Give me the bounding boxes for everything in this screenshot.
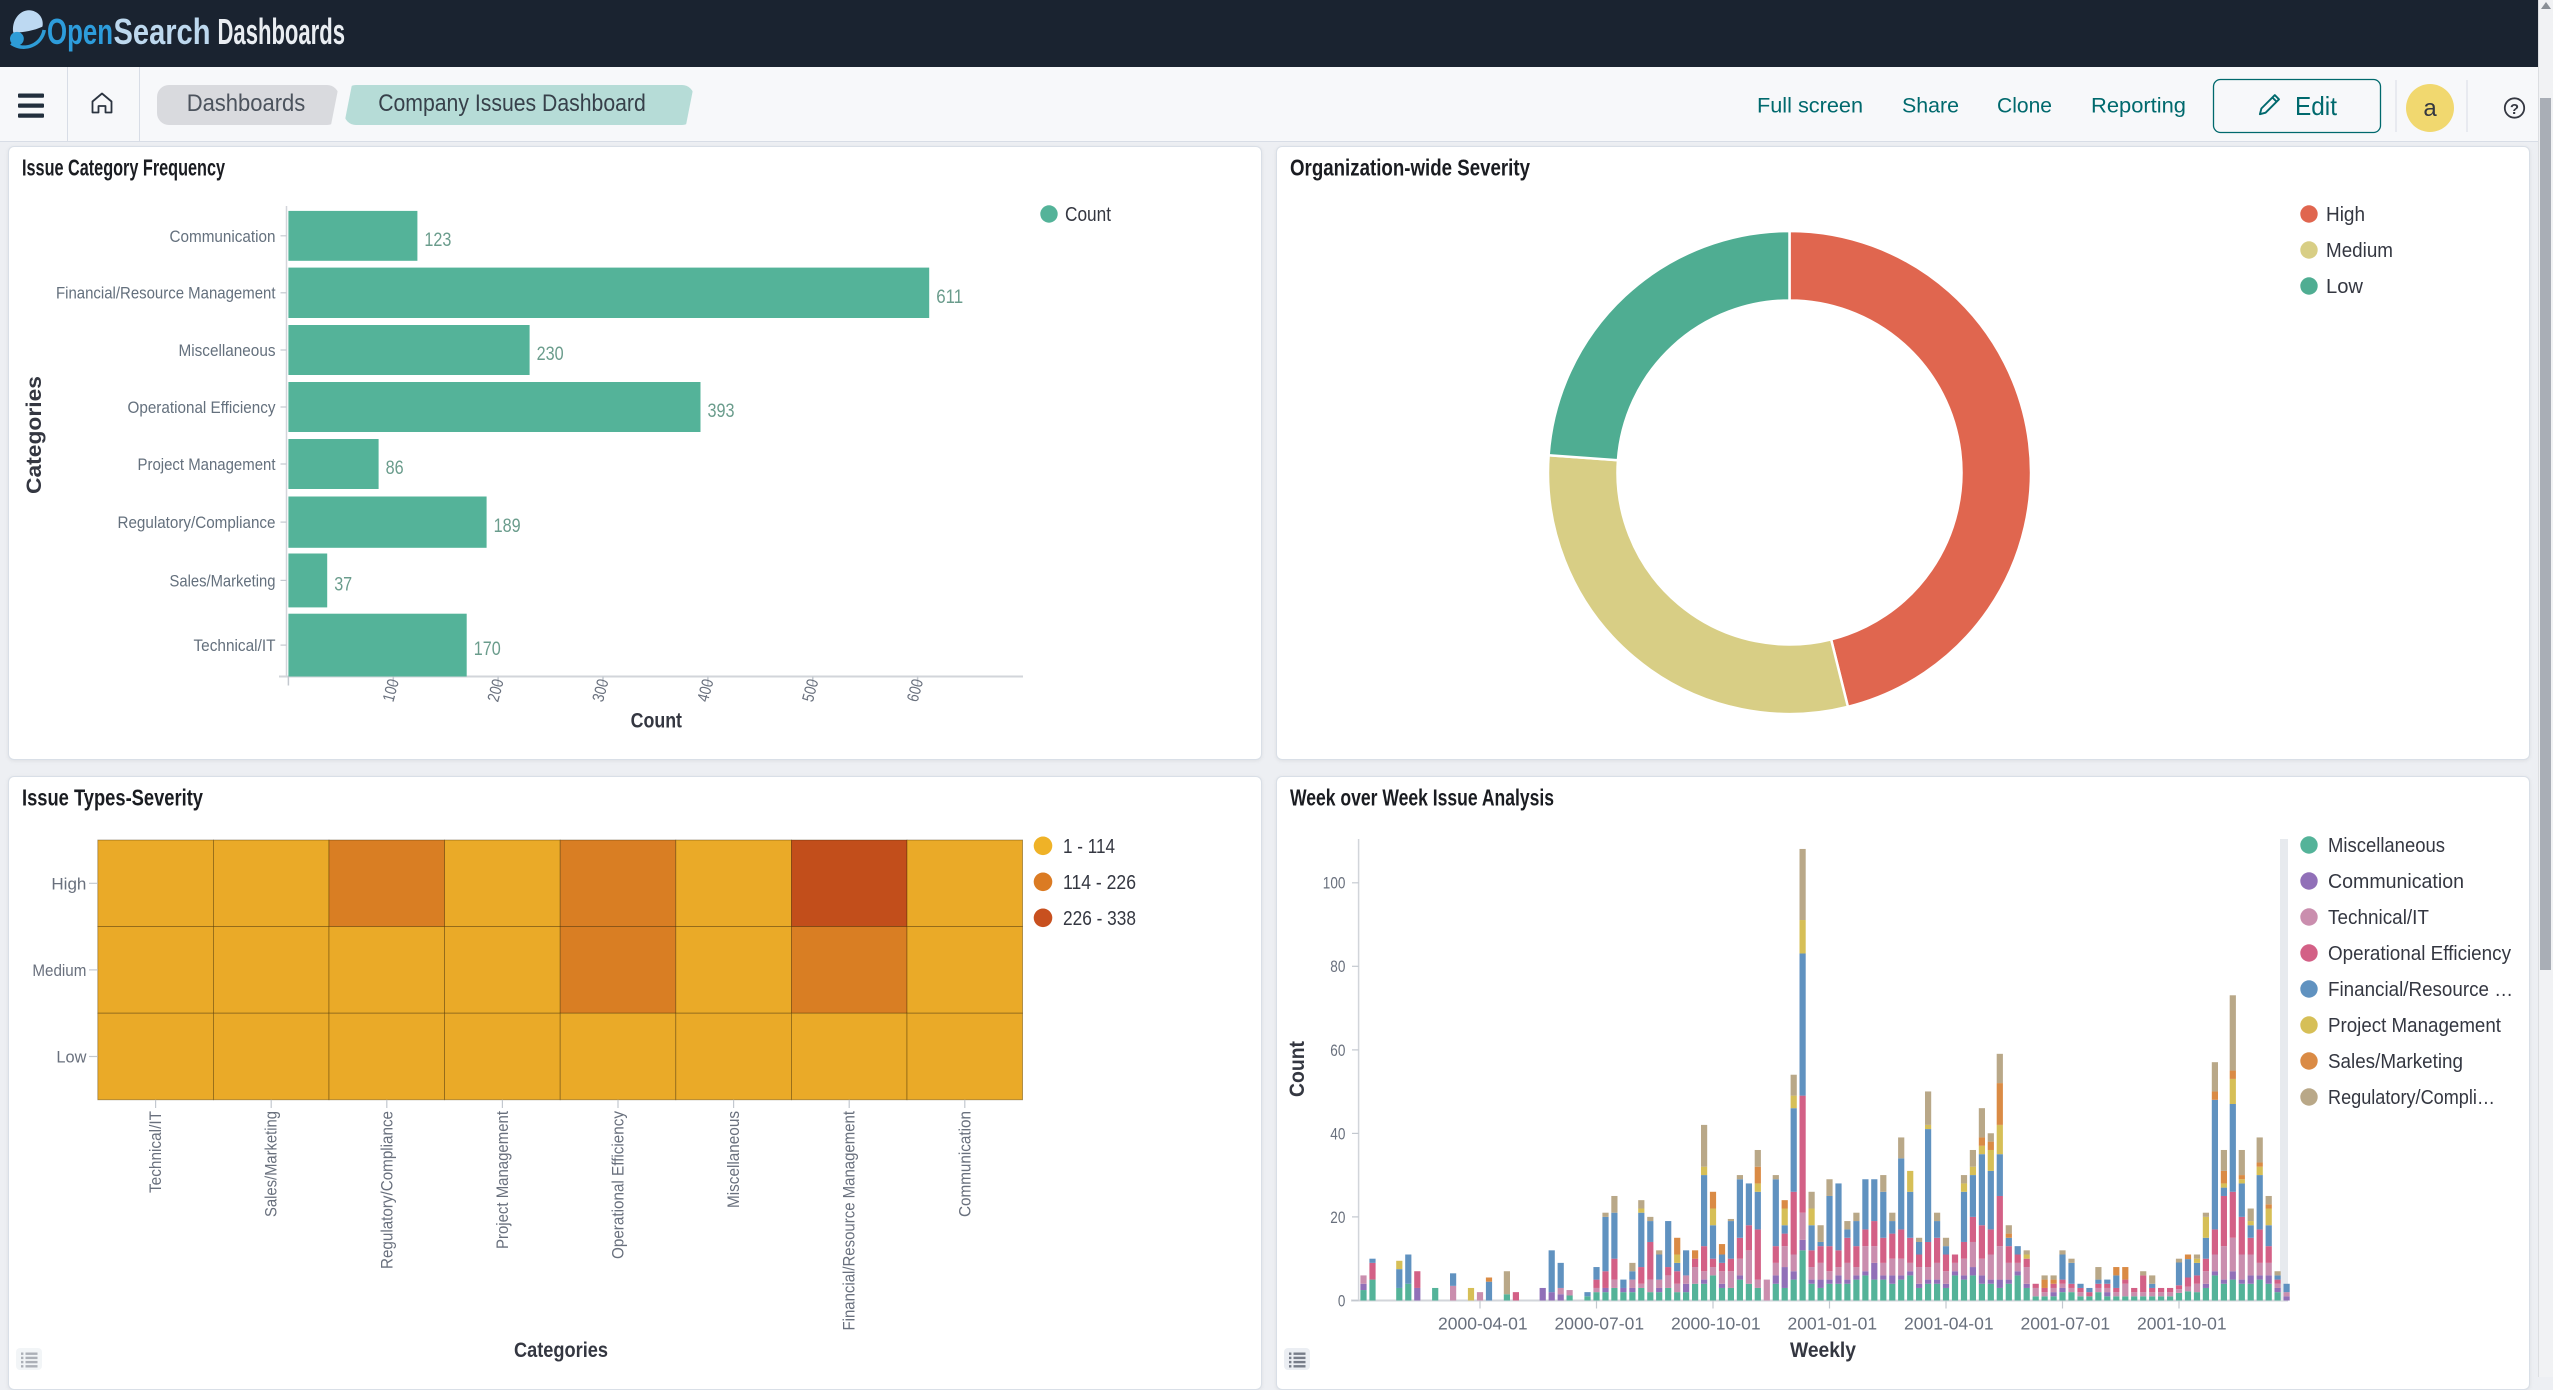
svg-text:Share: Share (1902, 95, 1959, 118)
svg-text:20: 20 (1330, 1209, 1345, 1227)
svg-text:123: 123 (424, 230, 451, 251)
svg-text:Dashboards: Dashboards (187, 90, 306, 117)
svg-text:Issue Types-Severity: Issue Types-Severity (22, 784, 203, 810)
svg-text:Organization-wide Severity: Organization-wide Severity (1290, 154, 1530, 180)
svg-text:Financial/Resource Management: Financial/Resource Management (56, 285, 276, 303)
svg-text:60: 60 (1330, 1042, 1345, 1060)
svg-text:Miscellaneous: Miscellaneous (179, 342, 276, 360)
svg-text:1 - 114: 1 - 114 (1063, 835, 1115, 858)
svg-text:Project Management: Project Management (138, 456, 276, 474)
svg-text:80: 80 (1330, 958, 1345, 976)
svg-text:226 - 338: 226 - 338 (1063, 907, 1136, 930)
svg-text:Week over Week Issue Analysis: Week over Week Issue Analysis (1290, 784, 1554, 810)
svg-text:High: High (51, 874, 86, 893)
svg-text:600: 600 (904, 677, 927, 703)
svg-text:Low: Low (2326, 275, 2363, 298)
svg-text:?: ? (2510, 101, 2519, 118)
svg-text:Technical/IT: Technical/IT (146, 1111, 165, 1193)
svg-text:230: 230 (537, 344, 564, 365)
svg-text:2001-10-01: 2001-10-01 (2137, 1314, 2227, 1334)
svg-text:611: 611 (936, 287, 963, 308)
svg-text:189: 189 (494, 516, 521, 537)
svg-text:Issue Category Frequency: Issue Category Frequency (22, 154, 225, 180)
svg-text:Full screen: Full screen (1757, 95, 1863, 118)
svg-text:86: 86 (386, 458, 404, 479)
svg-text:High: High (2326, 203, 2365, 226)
svg-text:Clone: Clone (1997, 95, 2052, 118)
svg-text:Financial/Resource Management: Financial/Resource Management (840, 1111, 859, 1331)
svg-text:Weekly: Weekly (1790, 1338, 1856, 1362)
svg-text:2001-07-01: 2001-07-01 (2021, 1314, 2111, 1334)
svg-text:400: 400 (694, 677, 717, 703)
svg-text:Categories: Categories (514, 1338, 608, 1362)
svg-text:a: a (2423, 95, 2437, 122)
svg-text:300: 300 (589, 677, 612, 703)
svg-text:Operational Efficiency: Operational Efficiency (128, 399, 277, 417)
svg-text:114 - 226: 114 - 226 (1063, 871, 1136, 894)
svg-text:2000-04-01: 2000-04-01 (1438, 1314, 1528, 1334)
svg-text:0: 0 (1338, 1292, 1346, 1310)
svg-text:Edit: Edit (2295, 91, 2338, 121)
svg-text:Sales/Marketing: Sales/Marketing (170, 572, 276, 590)
svg-text:Medium: Medium (2326, 239, 2393, 262)
svg-text:2000-07-01: 2000-07-01 (1555, 1314, 1645, 1334)
svg-text:100: 100 (380, 677, 403, 703)
svg-text:Regulatory/Compli…: Regulatory/Compli… (2328, 1086, 2495, 1109)
svg-text:200: 200 (484, 677, 507, 703)
svg-text:Company Issues Dashboard: Company Issues Dashboard (378, 90, 646, 117)
svg-text:393: 393 (708, 401, 735, 422)
svg-text:Financial/Resource …: Financial/Resource … (2328, 978, 2513, 1001)
svg-text:Regulatory/Compliance: Regulatory/Compliance (377, 1111, 396, 1269)
svg-text:100: 100 (1323, 875, 1346, 893)
svg-text:2001-01-01: 2001-01-01 (1788, 1314, 1878, 1334)
svg-text:Communication: Communication (2328, 870, 2464, 893)
svg-text:Count: Count (631, 709, 682, 733)
svg-text:2000-10-01: 2000-10-01 (1671, 1314, 1761, 1334)
svg-text:500: 500 (799, 677, 822, 703)
svg-text:Categories: Categories (22, 376, 46, 494)
svg-text:Reporting: Reporting (2091, 95, 2186, 118)
svg-text:Miscellaneous: Miscellaneous (724, 1111, 743, 1208)
svg-text:Operational Efficiency: Operational Efficiency (609, 1111, 628, 1259)
svg-text:Technical/IT: Technical/IT (2328, 906, 2429, 929)
svg-text:Sales/Marketing: Sales/Marketing (262, 1111, 281, 1217)
svg-text:Technical/IT: Technical/IT (194, 637, 276, 655)
svg-text:Sales/Marketing: Sales/Marketing (2328, 1050, 2463, 1073)
svg-text:Medium: Medium (32, 961, 86, 980)
svg-text:37: 37 (334, 574, 352, 595)
svg-text:Count: Count (1065, 203, 1111, 226)
svg-text:Project Management: Project Management (493, 1111, 512, 1249)
svg-text:Count: Count (1285, 1041, 1309, 1097)
svg-text:40: 40 (1330, 1125, 1345, 1143)
svg-text:Low: Low (56, 1048, 87, 1067)
svg-text:Communication: Communication (170, 228, 276, 246)
svg-text:Operational Efficiency: Operational Efficiency (2328, 942, 2512, 965)
svg-text:Miscellaneous: Miscellaneous (2328, 834, 2445, 857)
svg-text:2001-04-01: 2001-04-01 (1904, 1314, 1994, 1334)
svg-text:Regulatory/Compliance: Regulatory/Compliance (118, 514, 276, 532)
svg-text:170: 170 (474, 639, 501, 660)
svg-text:Communication: Communication (955, 1111, 974, 1217)
svg-text:Project Management: Project Management (2328, 1014, 2501, 1037)
